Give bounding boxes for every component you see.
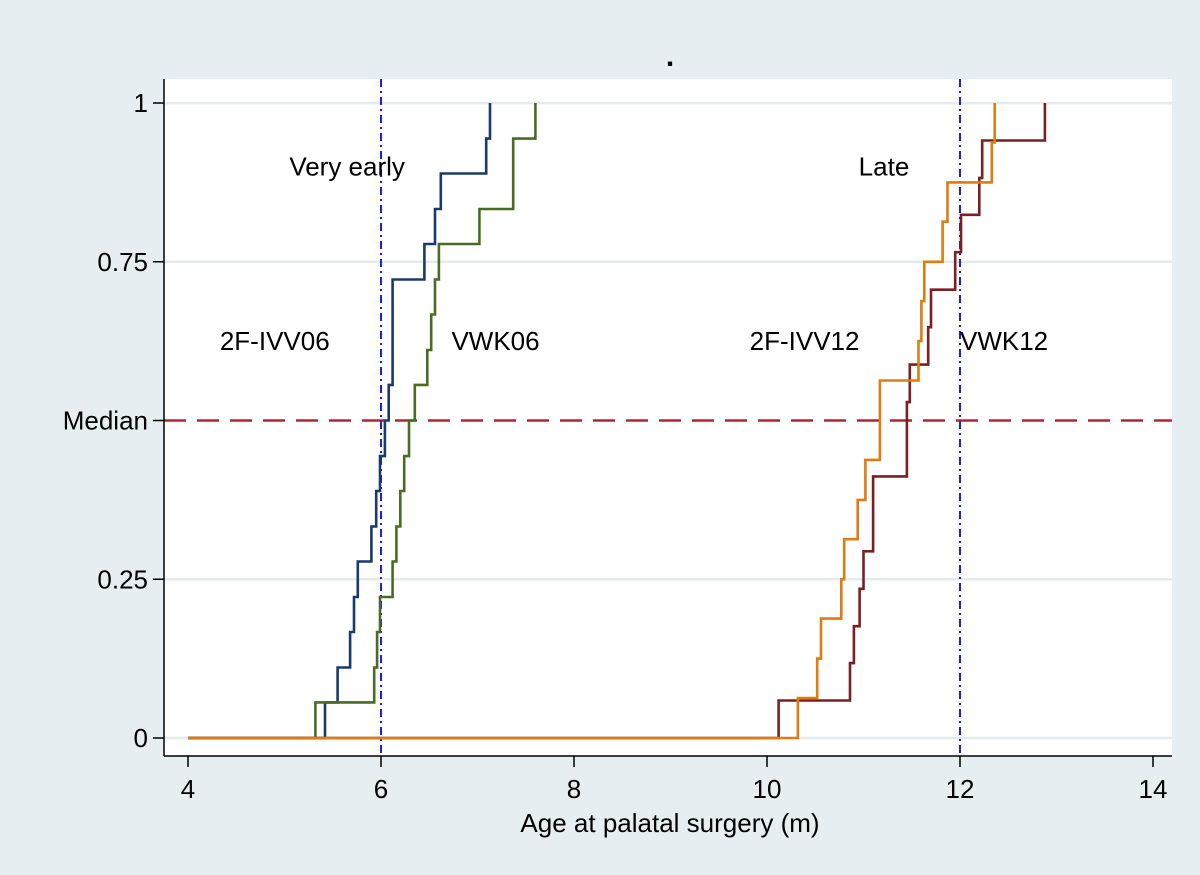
- annotation-3: VWK06: [451, 326, 539, 356]
- annotation-5: VWK12: [960, 326, 1048, 356]
- y-tick-label-2: Median: [63, 406, 148, 436]
- series-line-vwk06: [188, 103, 537, 740]
- x-tick-label-3: 10: [753, 774, 782, 804]
- annotation-4: 2F-IVV12: [750, 326, 860, 356]
- annotation-0: Very early: [289, 152, 405, 182]
- plot-area: [164, 79, 1172, 756]
- chart-title: .: [666, 40, 674, 73]
- y-tick-label-1: 0.25: [97, 564, 148, 594]
- annotation-2: 2F-IVV06: [220, 326, 330, 356]
- series-line-vwk12: [188, 103, 1047, 740]
- y-tick-label-0: 0: [134, 723, 148, 753]
- x-tick-label-1: 6: [374, 774, 388, 804]
- x-tick-label-2: 8: [567, 774, 581, 804]
- x-tick-label-0: 4: [181, 774, 195, 804]
- y-tick-label-4: 1: [134, 88, 148, 118]
- x-tick-label-5: 14: [1139, 774, 1168, 804]
- x-tick-label-4: 12: [946, 774, 975, 804]
- y-tick-label-3: 0.75: [97, 247, 148, 277]
- series-line-2f-ivv12: [188, 103, 996, 740]
- annotation-1: Late: [859, 152, 910, 182]
- x-axis-label: Age at palatal surgery (m): [520, 808, 819, 838]
- series-line-2f-ivv06: [188, 103, 492, 740]
